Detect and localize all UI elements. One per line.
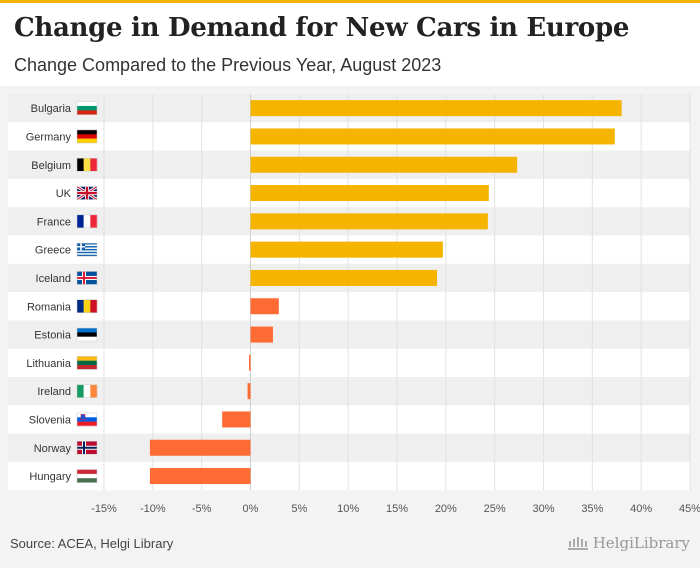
bar-iceland bbox=[250, 269, 438, 286]
category-label: Germany bbox=[26, 131, 72, 143]
category-label: Slovenia bbox=[29, 414, 72, 426]
category-label: Estonia bbox=[34, 330, 72, 342]
category-label: Belgium bbox=[31, 160, 71, 172]
norway-flag-icon bbox=[76, 441, 98, 455]
bar-belgium bbox=[250, 156, 518, 173]
bar-bulgaria bbox=[250, 100, 622, 117]
source-note: Source: ACEA, Helgi Library bbox=[10, 536, 174, 551]
row-band bbox=[8, 377, 690, 406]
bar-germany bbox=[250, 128, 615, 145]
x-tick-label: 20% bbox=[435, 503, 457, 515]
uk-flag-icon bbox=[76, 185, 98, 201]
x-tick-label: 15% bbox=[386, 503, 408, 515]
category-label: Norway bbox=[34, 443, 72, 455]
library-icon bbox=[567, 537, 588, 550]
x-tick-label: 40% bbox=[630, 503, 652, 515]
category-label: Iceland bbox=[36, 273, 71, 285]
greece-flag-icon bbox=[76, 242, 98, 257]
chart-subtitle: Change Compared to the Previous Year, Au… bbox=[14, 55, 442, 75]
category-label: Romania bbox=[27, 301, 72, 313]
bar-slovenia bbox=[222, 411, 251, 428]
germany-flag-icon bbox=[76, 129, 98, 144]
category-label: UK bbox=[56, 188, 72, 200]
bar-uk bbox=[250, 185, 489, 202]
category-label: Lithuania bbox=[26, 358, 72, 370]
x-tick-label: -15% bbox=[91, 503, 117, 515]
bar-romania bbox=[250, 298, 279, 315]
x-tick-label: 10% bbox=[337, 503, 359, 515]
category-label: Bulgaria bbox=[31, 103, 72, 115]
bar-hungary bbox=[149, 468, 251, 485]
x-tick-label: 0% bbox=[243, 503, 259, 515]
iceland-flag-icon bbox=[76, 271, 98, 285]
x-tick-label: 30% bbox=[532, 503, 554, 515]
brand-name: HelgiLibrary bbox=[592, 534, 690, 552]
x-tick-label: 35% bbox=[581, 503, 603, 515]
bar-chart: -15% -10% -5% 0% 5% 10% 15% 20% 25% 30% 35% 40% 45% B… bbox=[8, 94, 700, 515]
estonia-flag-icon bbox=[76, 327, 98, 342]
bulgaria-flag-icon bbox=[76, 101, 98, 115]
x-tick-label: 25% bbox=[484, 503, 506, 515]
category-label: Hungary bbox=[29, 471, 71, 483]
brand-logo: HelgiLibrary bbox=[567, 534, 690, 552]
x-tick-label: -10% bbox=[140, 503, 166, 515]
chart-header: Change in Demand for New Cars in Europe … bbox=[0, 3, 700, 86]
ireland-flag-icon bbox=[76, 384, 98, 398]
row-band bbox=[8, 433, 690, 462]
row-band bbox=[8, 320, 690, 349]
belgium-flag-icon bbox=[76, 158, 98, 172]
x-tick-label: 45% bbox=[679, 503, 700, 515]
category-label: Ireland bbox=[37, 386, 71, 398]
bar-greece bbox=[250, 241, 443, 258]
hungary-flag-icon bbox=[76, 469, 98, 483]
romania-flag-icon bbox=[76, 299, 98, 313]
x-tick-label: 5% bbox=[291, 503, 307, 515]
chart-title: Change in Demand for New Cars in Europe bbox=[14, 13, 630, 43]
category-label: France bbox=[37, 216, 71, 228]
category-label: Greece bbox=[35, 245, 71, 257]
lithuania-flag-icon bbox=[76, 356, 98, 370]
bar-france bbox=[250, 213, 488, 230]
bar-norway bbox=[149, 439, 251, 456]
bar-ireland bbox=[247, 383, 251, 400]
bar-lithuania bbox=[249, 354, 251, 371]
x-tick-label: -5% bbox=[192, 503, 212, 515]
bar-estonia bbox=[250, 326, 273, 343]
france-flag-icon bbox=[76, 214, 98, 229]
slovenia-flag-icon bbox=[76, 412, 98, 427]
top-accent-rule bbox=[0, 0, 700, 3]
